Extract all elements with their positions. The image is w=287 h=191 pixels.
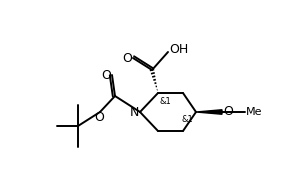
Text: O: O xyxy=(122,52,132,65)
Text: O: O xyxy=(94,111,104,124)
Text: N: N xyxy=(129,105,139,118)
Text: O: O xyxy=(101,69,111,82)
Text: O: O xyxy=(223,104,233,117)
Text: Me: Me xyxy=(246,107,263,117)
Text: OH: OH xyxy=(169,43,188,56)
Text: &1: &1 xyxy=(160,97,172,106)
Polygon shape xyxy=(196,110,222,114)
Text: &1: &1 xyxy=(182,115,194,124)
